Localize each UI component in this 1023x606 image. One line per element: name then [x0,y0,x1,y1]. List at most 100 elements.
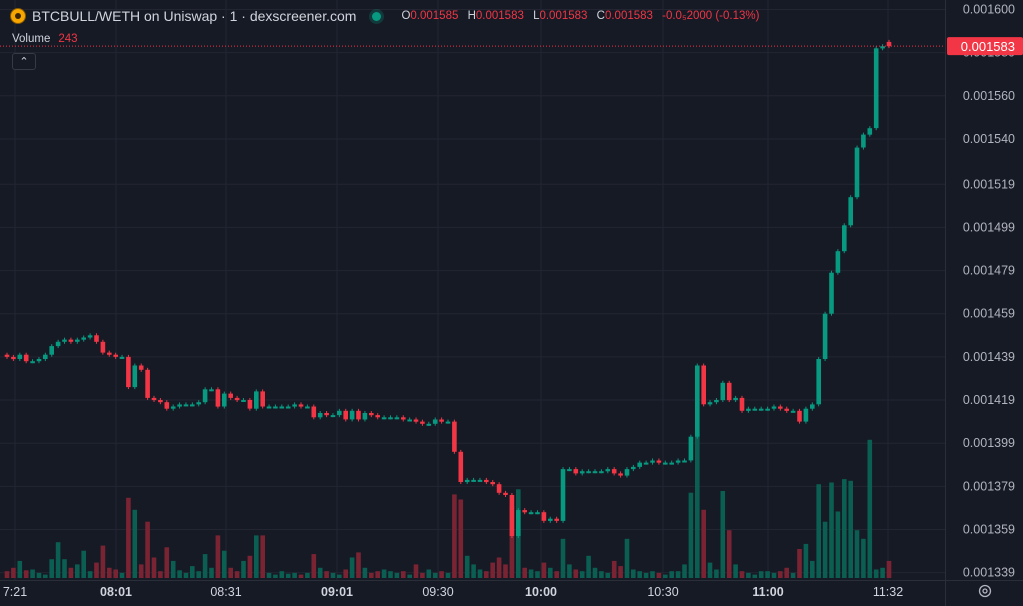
candle [810,404,815,409]
volume-bar [62,559,67,578]
volume-bar [873,569,879,578]
candle [452,421,457,452]
x-tick-label: 09:01 [321,585,353,599]
volume-bar [30,569,35,578]
volume-bar [797,549,802,578]
volume-bar [822,521,828,578]
candle [254,391,259,409]
x-tick-label: 10:30 [647,585,678,599]
y-tick-label: 0.001379 [963,479,1015,493]
y-tick-label: 0.001499 [963,220,1015,234]
candle [765,408,770,411]
volume-bar [23,570,29,578]
ohlc-open-label: O [401,10,411,22]
candle [126,356,131,388]
candle [362,413,368,420]
volume-bar [861,538,866,578]
ohlc-close-label: C [596,10,605,22]
volume-bar [535,571,540,578]
candle [413,419,419,422]
candle [548,518,553,521]
volume-bar [445,572,451,578]
candle [260,391,265,407]
volume-bar [254,535,259,578]
volume-bar [228,567,233,578]
volume-bar [733,564,738,578]
candle [579,471,585,474]
volume-bar [816,484,821,578]
candle [94,335,99,342]
candle [861,134,866,148]
candle [81,337,86,340]
candle [151,397,157,401]
candle [445,421,451,424]
volume-bar [190,566,195,578]
volume-bar [880,567,885,578]
candle [822,313,828,359]
candle [682,460,687,463]
volume-bar [292,572,297,578]
volume-bar [643,572,649,578]
candle [509,495,515,536]
volume-bar [241,560,246,578]
candle [835,251,841,273]
candle [68,339,74,342]
volume-bar [132,509,138,578]
volume-bar [81,550,86,578]
current-price-label: 0.001583 [961,39,1015,54]
candle [758,408,764,411]
ohlc-low-label: L [533,10,540,22]
candle [599,471,604,474]
volume-bar [682,564,687,578]
volume-bar [579,571,585,578]
volume-bar [669,571,674,578]
volume-bar [260,535,265,578]
volume-bar [726,530,732,578]
volume-bar [279,571,285,578]
candle [369,413,374,416]
candle [746,408,751,411]
volume-bar [100,545,106,578]
candle [848,197,853,226]
candle [714,400,719,403]
chart-settings-gear-icon[interactable] [977,583,993,599]
volume-bar [835,511,841,578]
volume-bar [650,571,655,578]
volume-bar [490,562,495,578]
candle [215,389,221,407]
candle [343,410,348,420]
volume-bar [886,560,892,578]
y-tick-label: 0.001479 [963,264,1015,278]
candle [490,482,495,485]
candle [854,147,860,198]
volume-bar [452,494,457,578]
volume-bar [311,554,317,578]
candle [158,400,163,403]
volume-bar [432,572,438,578]
volume-bar [369,572,374,578]
candle [592,471,598,474]
volume-bar [848,480,853,578]
candle [663,462,668,465]
volume-bar [484,571,489,578]
volume-bar [17,560,23,578]
volume-bar [202,554,208,578]
candle [522,510,527,513]
candle [356,410,361,420]
candle [43,354,48,359]
volume-bar [842,479,847,578]
candle [285,406,291,409]
candle [170,406,176,409]
volume-bar [631,569,636,578]
chart-title: BTCBULL/WETH on Uniswap · 1 · dexscreene… [32,8,357,24]
volume-bar [349,557,355,578]
volume-bar [592,567,598,578]
candle [292,404,297,407]
volume-bar [714,569,719,578]
volume-bar [183,572,189,578]
collapse-legend-button[interactable]: ⌃ [12,53,36,70]
volume-bar [637,571,642,578]
volume-bar [618,566,623,578]
volume-bar [707,562,713,578]
